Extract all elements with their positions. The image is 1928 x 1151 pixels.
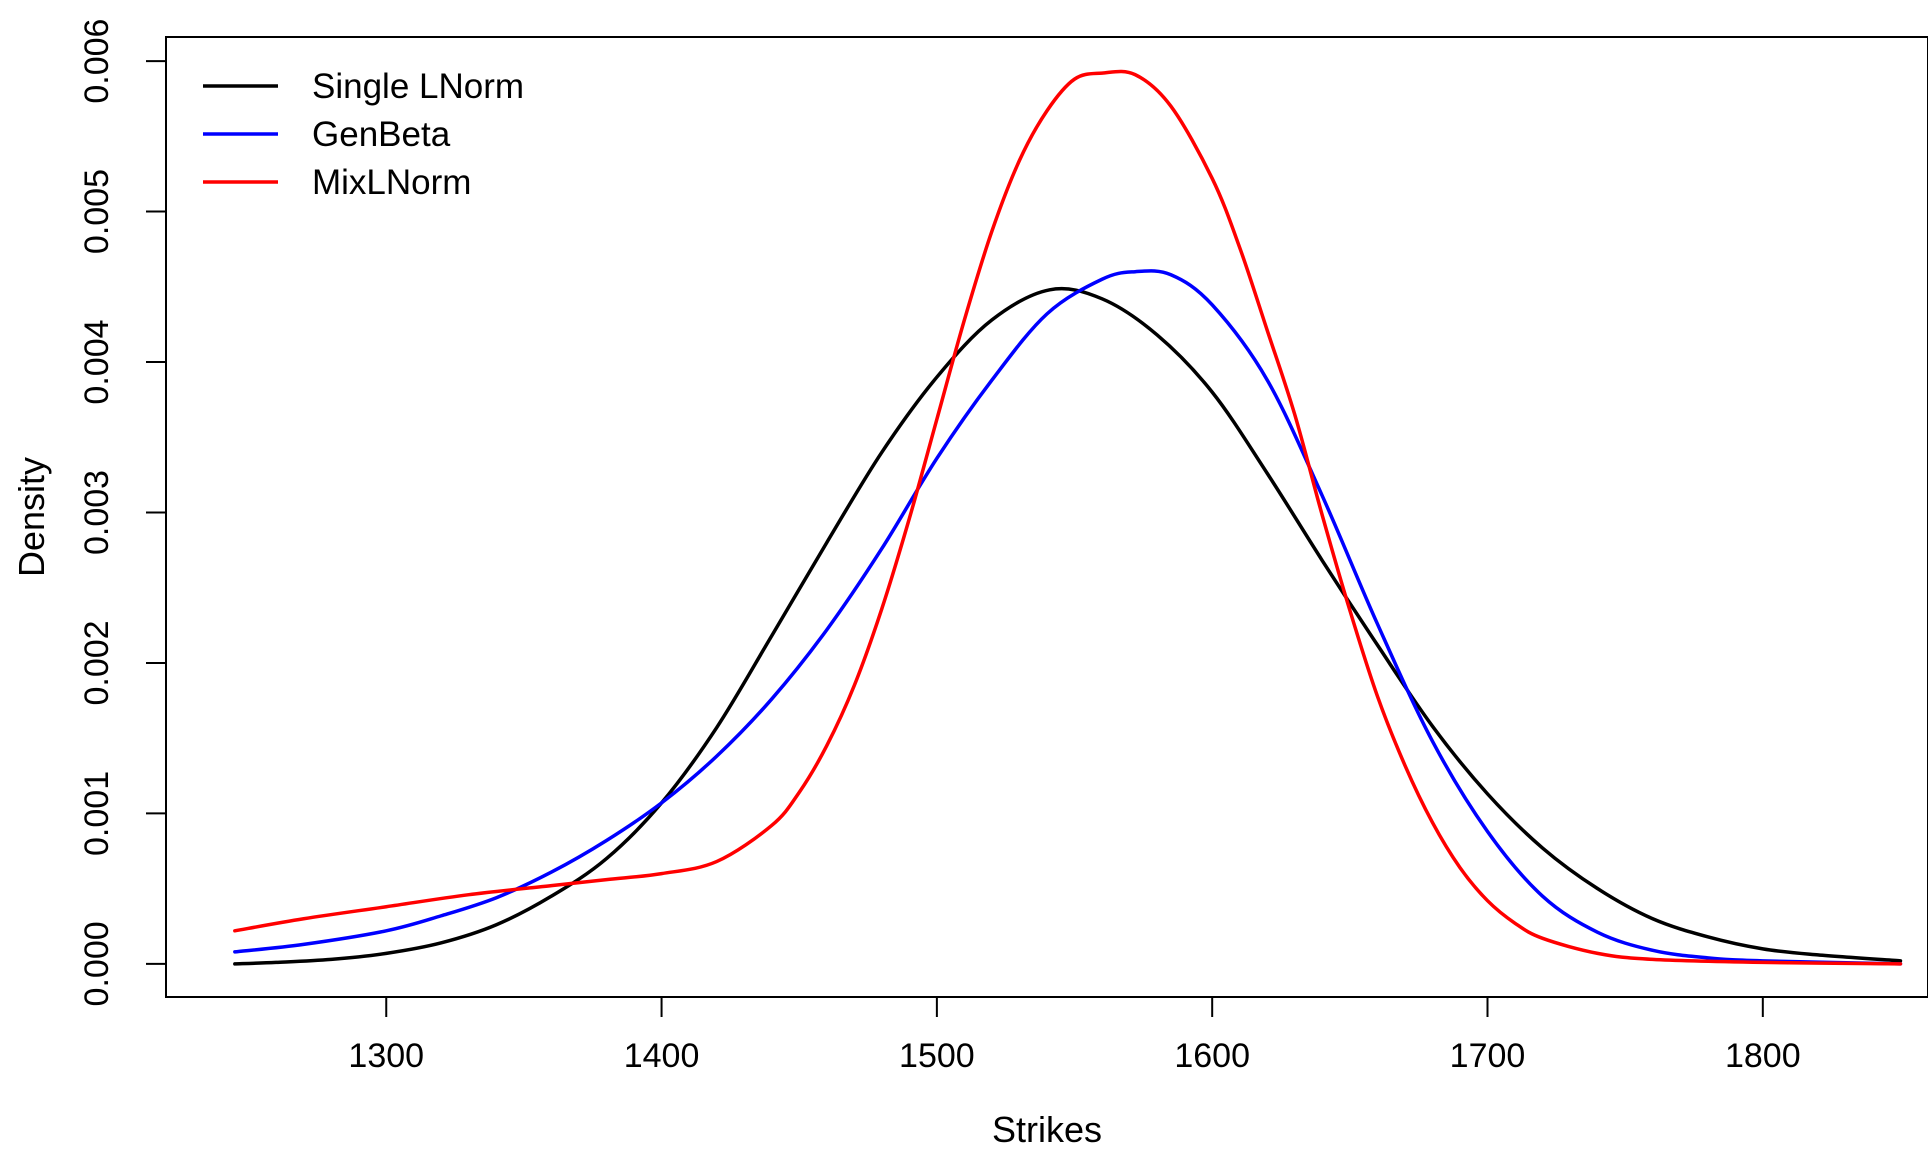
x-axis-label: Strikes <box>992 1109 1102 1150</box>
x-tick-label: 1600 <box>1174 1037 1250 1075</box>
x-tick-label: 1400 <box>624 1037 700 1075</box>
series-layer <box>233 69 1903 966</box>
legend-label: GenBeta <box>312 115 451 154</box>
y-tick-label: 0.002 <box>78 620 116 705</box>
x-tick-label: 1700 <box>1450 1037 1526 1075</box>
y-axis-label: Density <box>11 457 52 577</box>
x-tick-label: 1500 <box>899 1037 975 1075</box>
y-tick-label: 0.001 <box>78 771 116 856</box>
x-tick-label: 1800 <box>1725 1037 1801 1075</box>
y-tick-label: 0.004 <box>78 319 116 404</box>
legend-label: Single LNorm <box>312 67 524 106</box>
y-axis: 0.000 0.001 0.002 0.003 0.004 0.005 0.006 <box>78 19 167 1006</box>
series-line-mixlnorm <box>233 69 1903 966</box>
legend: Single LNorm GenBeta MixLNorm <box>203 67 524 202</box>
series-line-single-lnorm <box>233 286 1903 966</box>
y-tick-label: 0.006 <box>78 19 116 104</box>
x-axis: 1300 1400 1500 1600 1700 1800 <box>348 996 1801 1075</box>
series-line-genbeta <box>233 269 1903 966</box>
y-tick-label: 0.000 <box>78 921 116 1006</box>
y-tick-label: 0.005 <box>78 169 116 254</box>
x-tick-label: 1300 <box>348 1037 424 1075</box>
y-tick-label: 0.003 <box>78 470 116 555</box>
legend-label: MixLNorm <box>312 163 471 202</box>
